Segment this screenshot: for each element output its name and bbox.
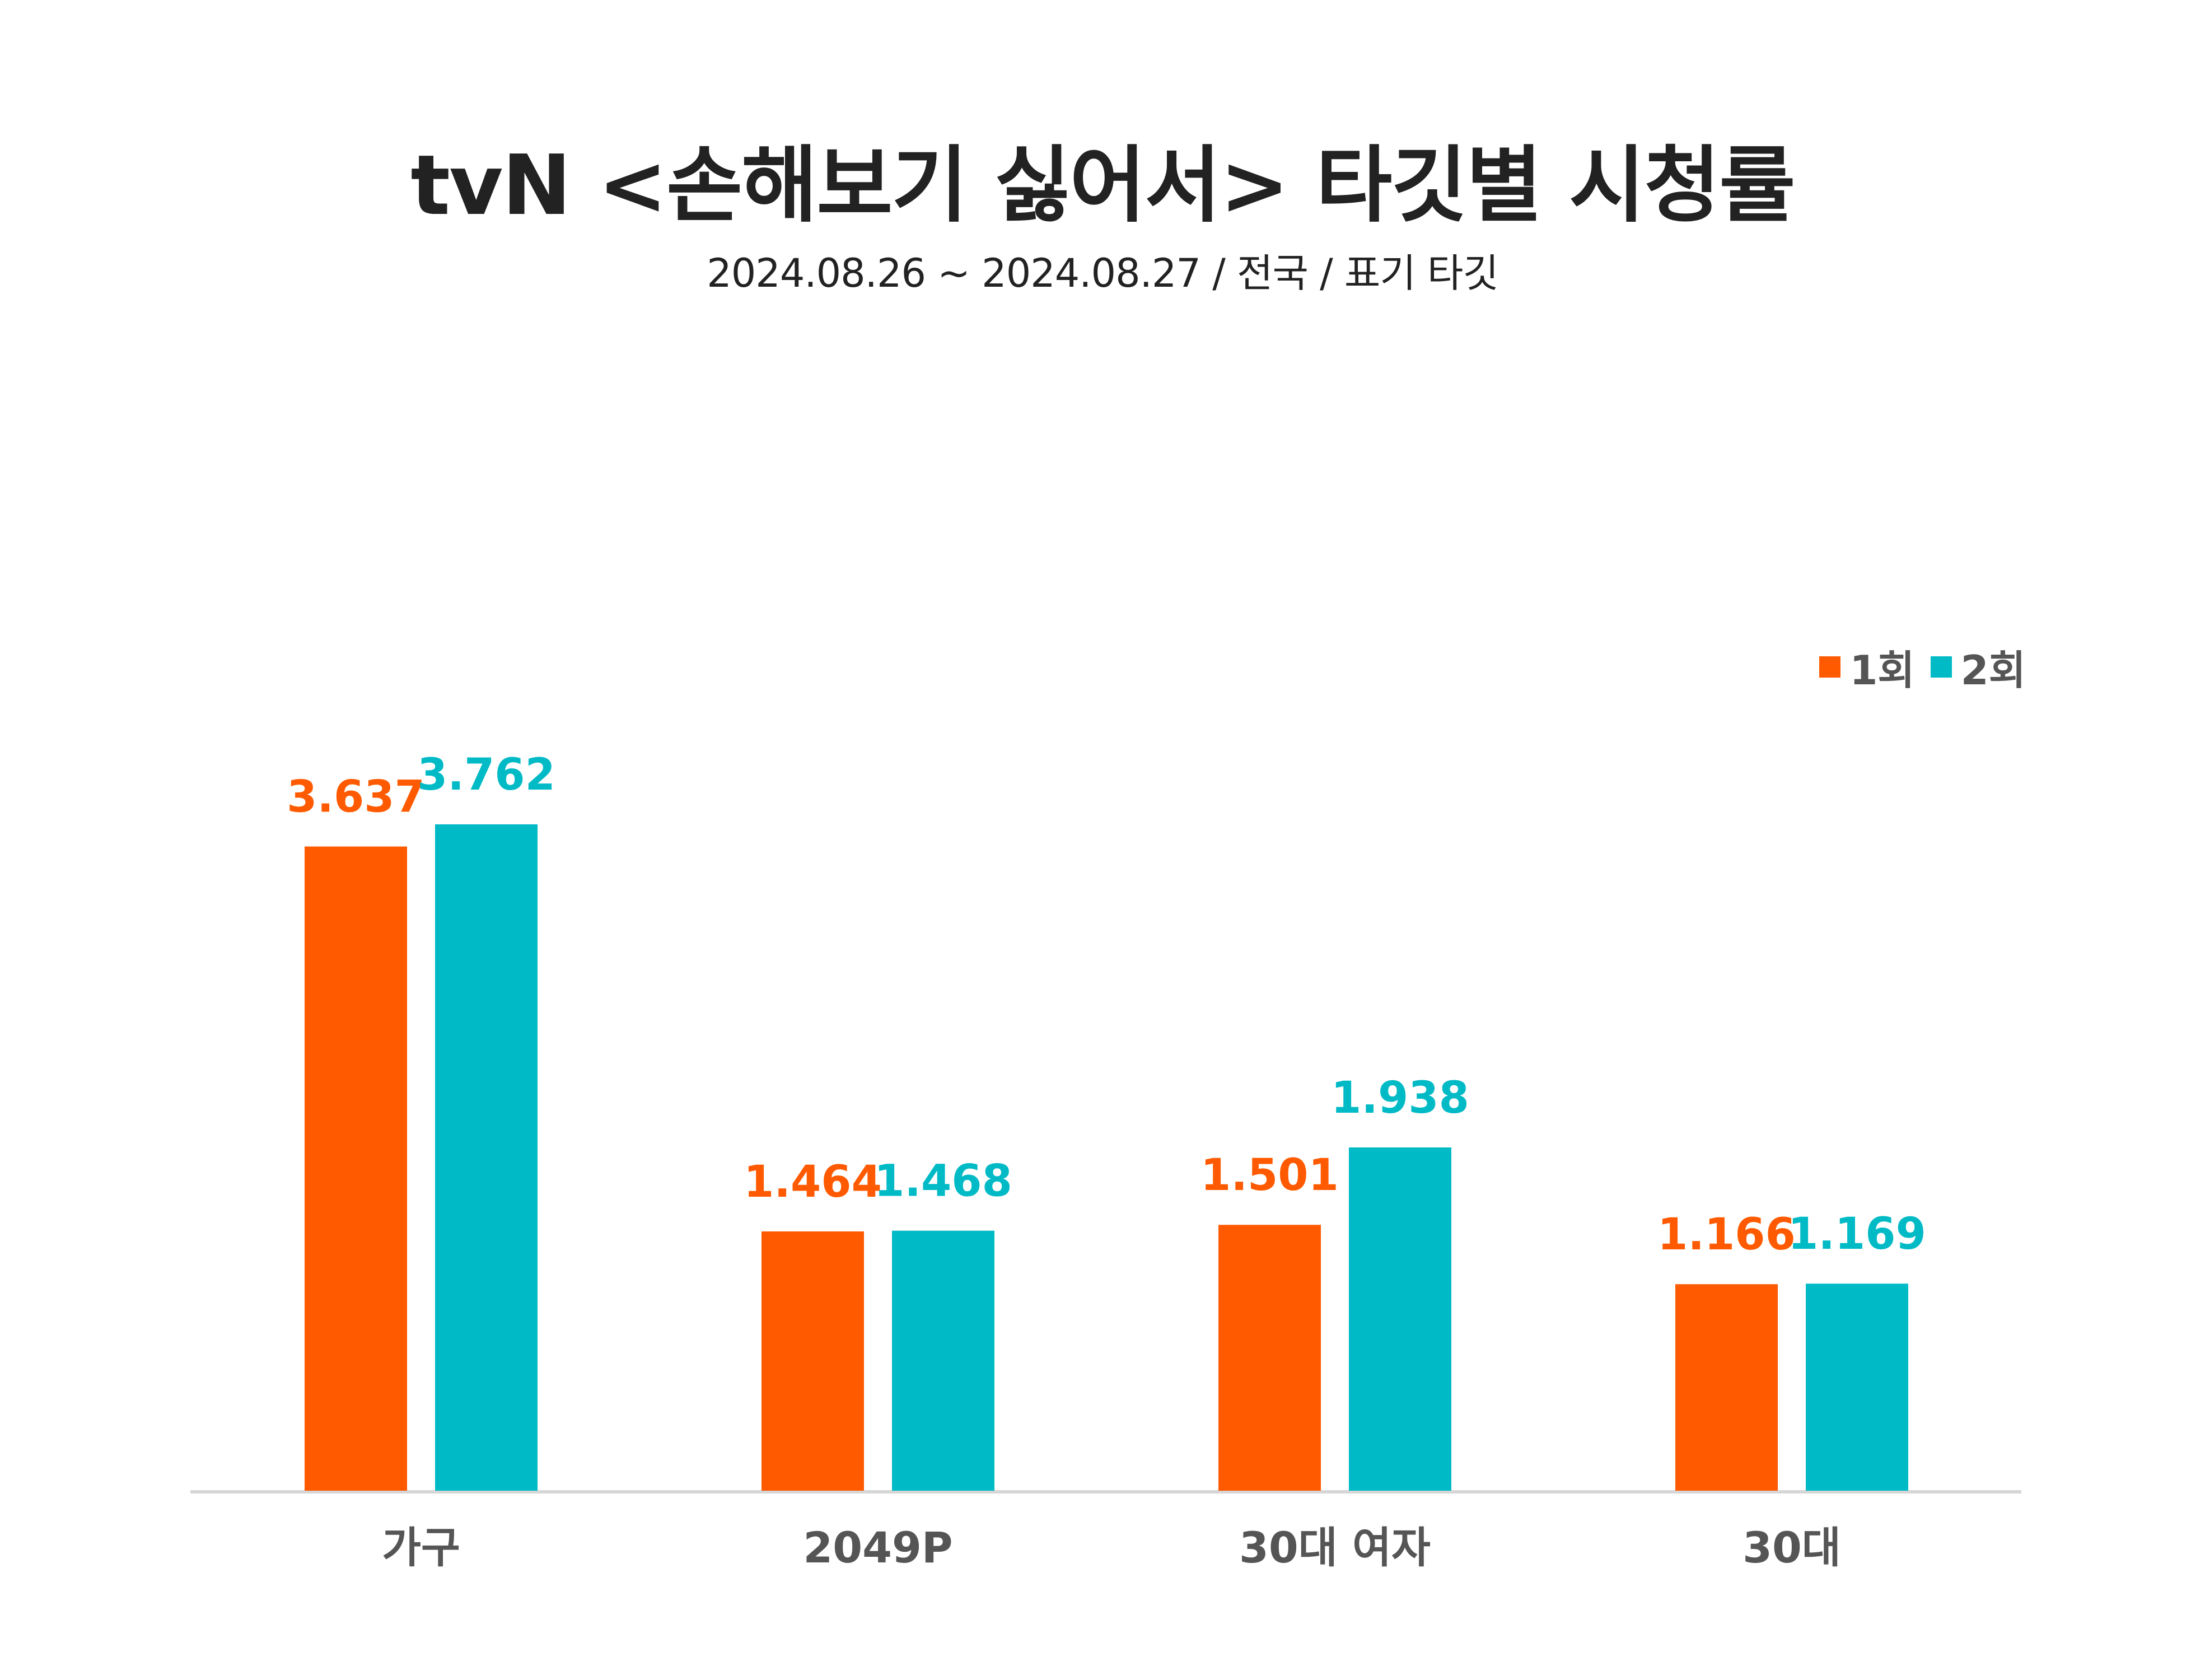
data-label-1-4: 1.166: [1657, 1210, 1796, 1260]
legend-item-2: 2회: [1930, 637, 2026, 696]
x-tick-label-1: 가구: [382, 1523, 460, 1572]
x-tick-label-2: 2049P: [803, 1523, 952, 1572]
data-label-1-2: 1.464: [744, 1157, 882, 1207]
bar-2-2: [892, 1230, 994, 1491]
x-tick-label-4: 30대: [1742, 1523, 1841, 1572]
legend-label-2: 2회: [1960, 647, 2026, 694]
chart-title: tvN <손해보기 싫어서> 타깃별 시청률: [410, 137, 1795, 234]
data-label-2-1: 3.762: [417, 750, 555, 800]
x-tick-label-3: 30대 여자: [1239, 1523, 1431, 1572]
data-label-2-4: 1.169: [1788, 1209, 1926, 1259]
bar-1-2: [762, 1231, 864, 1491]
bar-2-3: [1349, 1147, 1451, 1491]
data-label-1-1: 3.637: [287, 772, 425, 823]
data-label-1-3: 1.501: [1200, 1150, 1339, 1201]
data-label-2-3: 1.938: [1331, 1073, 1469, 1123]
legend-swatch-2: [1930, 656, 1952, 678]
legend: 1회 2회: [1819, 637, 2026, 696]
legend-item-1: 1회: [1819, 637, 1915, 696]
bar-1-4: [1675, 1284, 1778, 1491]
legend-label-1: 1회: [1849, 647, 1915, 694]
bar-1-1: [305, 846, 407, 1491]
legend-swatch-1: [1819, 656, 1841, 678]
bar-1-3: [1218, 1225, 1321, 1491]
bar-2-1: [435, 824, 538, 1491]
data-label-2-2: 1.468: [874, 1156, 1012, 1207]
bar-2-4: [1806, 1284, 1908, 1491]
chart-subtitle: 2024.08.26 ~ 2024.08.27 / 전국 / 표기 타깃: [707, 250, 1499, 296]
